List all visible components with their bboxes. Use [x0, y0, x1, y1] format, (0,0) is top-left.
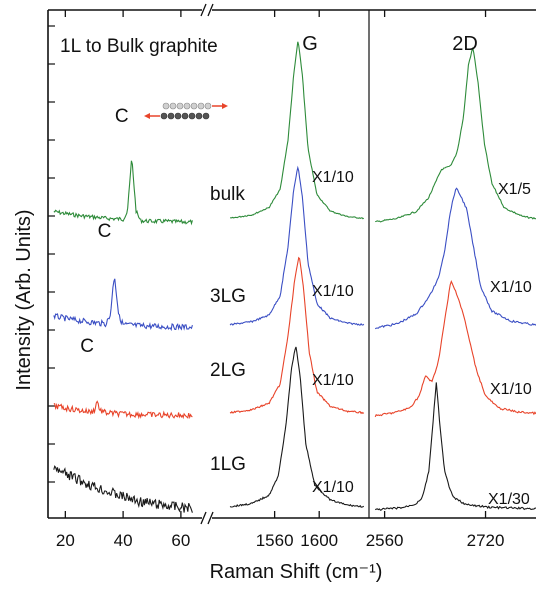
- spectrum-1LG-low-frequency: [53, 465, 193, 513]
- peak-label-g: G: [302, 33, 318, 55]
- spectrum-2LG-low-frequency: [53, 400, 193, 420]
- scale-factor-g: X1/10: [312, 169, 354, 186]
- axis-break-gap: [202, 512, 212, 524]
- series-labels-layer: bulk X1/10 X1/5 C 3LG X1/10 X1/10 C 2LG X1/10 X1/1…: [80, 106, 532, 508]
- x-axis-label: Raman Shift (cm⁻¹): [210, 561, 383, 583]
- atom-bottom-layer: [195, 112, 203, 120]
- x-tick-label: 40: [114, 531, 133, 550]
- interlayer-shear-mode-schematic: [144, 102, 228, 120]
- atom-top-layer: [176, 102, 184, 110]
- series-label-2LG: 2LG: [210, 360, 246, 381]
- atom-bottom-layer: [181, 112, 189, 120]
- atom-top-layer: [204, 102, 212, 110]
- scale-factor-2d: X1/30: [488, 491, 530, 508]
- spectrum-2LG-G: [229, 256, 365, 415]
- peak-label-2d: 2D: [452, 33, 478, 55]
- x-tick-label: 60: [171, 531, 190, 550]
- axis-break-top: [200, 3, 214, 17]
- atom-bottom-layer: [174, 112, 182, 120]
- scale-factor-2d: X1/5: [498, 181, 531, 198]
- spectrum-3LG-2D: [374, 187, 536, 330]
- atom-bottom-layer: [188, 112, 196, 120]
- x-tick-label: 2720: [467, 531, 505, 550]
- axis-break-bottom: [200, 511, 214, 525]
- series-label-3LG: 3LG: [210, 286, 246, 307]
- atom-top-layer: [197, 102, 205, 110]
- atom-bottom-layer: [202, 112, 210, 120]
- atom-top-layer: [183, 102, 191, 110]
- spectrum-bulk-2D: [375, 47, 536, 223]
- atom-top-layer: [169, 102, 177, 110]
- atom-top-layer: [190, 102, 198, 110]
- spectrum-2LG-2D: [374, 280, 536, 418]
- y-axis-label: Intensity (Arb. Units): [13, 209, 35, 390]
- schematic-arrowhead-left: [144, 113, 150, 119]
- x-tick-label: 1560: [256, 531, 294, 550]
- series-bulk: [53, 41, 536, 226]
- spectrum-bulk-low-frequency: [53, 160, 193, 226]
- scale-factor-2d: X1/10: [490, 381, 532, 398]
- plot-frame: [47, 3, 536, 525]
- spectrum-3LG-G: [229, 165, 365, 326]
- scale-factor-g: X1/10: [312, 283, 354, 300]
- c-peak-label: C: [80, 336, 94, 357]
- axis-break-slash: [207, 3, 214, 17]
- schematic-atom-layers: [160, 102, 212, 120]
- chart-title: 1L to Bulk graphite: [60, 36, 218, 57]
- ticks-layer: 20 40 60 1560 1600 2560 2720: [56, 10, 505, 550]
- spectrum-3LG-low-frequency: [53, 278, 193, 332]
- series-layer: [53, 41, 536, 513]
- c-peak-label: C: [115, 106, 129, 127]
- series-2LG: [53, 256, 536, 420]
- series-label-bulk: bulk: [210, 184, 245, 205]
- x-tick-label: 1600: [300, 531, 338, 550]
- series-label-1LG: 1LG: [210, 454, 246, 475]
- spectrum-1LG-G: [229, 346, 365, 508]
- axis-break-gap: [202, 4, 212, 16]
- spectrum-1LG-2D: [374, 382, 536, 511]
- atom-top-layer: [162, 102, 170, 110]
- axis-break-slash: [207, 511, 214, 525]
- atom-bottom-layer: [167, 112, 175, 120]
- series-1LG: [53, 346, 536, 513]
- spectrum-bulk-G: [230, 41, 365, 220]
- atom-bottom-layer: [160, 112, 168, 120]
- x-tick-label: 20: [56, 531, 75, 550]
- c-peak-label: C: [98, 221, 112, 242]
- schematic-arrowhead-right: [222, 103, 228, 109]
- scale-factor-g: X1/10: [312, 372, 354, 389]
- axis-break-slash: [200, 3, 207, 17]
- series-3LG: [53, 165, 536, 332]
- scale-factor-2d: X1/10: [490, 279, 532, 296]
- axis-break-slash: [200, 511, 207, 525]
- x-tick-label: 2560: [366, 531, 404, 550]
- scale-factor-g: X1/10: [312, 479, 354, 496]
